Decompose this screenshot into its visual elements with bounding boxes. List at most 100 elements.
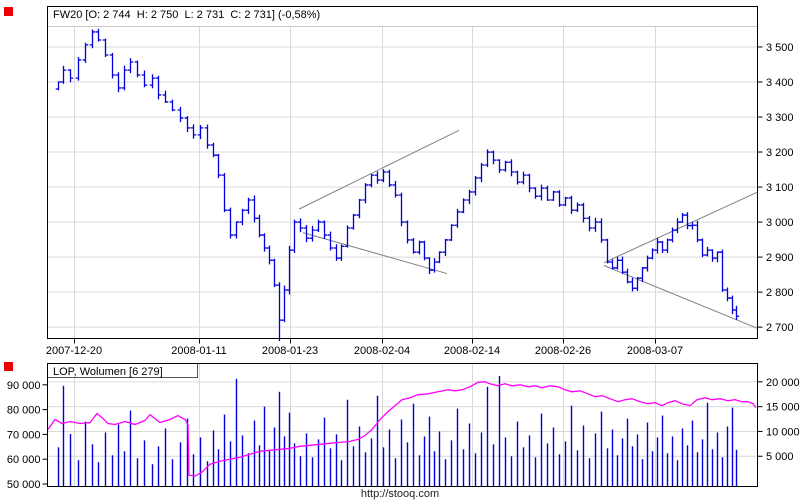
price-bar	[227, 207, 234, 239]
price-bar	[478, 162, 485, 183]
price-bar	[297, 218, 304, 233]
price-bar	[574, 202, 581, 212]
price-bar	[410, 238, 417, 254]
price-bar	[221, 173, 228, 213]
lop-axis-label: 60 000	[7, 454, 41, 466]
volume-plot-area[interactable]	[47, 363, 758, 487]
price-bar	[309, 225, 316, 242]
price-bar	[398, 192, 405, 227]
price-bar	[321, 220, 328, 239]
price-bar	[520, 171, 527, 185]
price-bar	[233, 221, 240, 239]
price-bar	[568, 195, 575, 215]
price-bar	[344, 225, 351, 248]
trendline	[298, 129, 460, 210]
price-bar	[162, 90, 169, 104]
price-bar	[368, 174, 375, 188]
price-bar	[526, 173, 533, 193]
price-bar	[532, 187, 539, 199]
price-bar	[448, 224, 455, 242]
price-axis-label: 2 900	[766, 252, 794, 264]
volume-panel-marker-icon[interactable]	[4, 362, 13, 371]
header-box	[48, 363, 198, 378]
trendline	[603, 191, 758, 264]
price-panel-marker-icon[interactable]	[4, 7, 13, 16]
price-bar	[141, 70, 148, 88]
price-bar	[155, 75, 162, 100]
price-bar	[508, 159, 515, 177]
price-bar	[538, 184, 545, 201]
volume-axis-label: 15 000	[766, 402, 800, 414]
price-bar	[586, 215, 593, 232]
source-url-label: http://stooq.com	[360, 488, 440, 500]
price-bar	[592, 217, 599, 232]
price-bar	[544, 185, 551, 201]
price-bar	[169, 99, 176, 112]
date-label: 2008-02-26	[535, 345, 591, 357]
price-bar	[115, 72, 122, 93]
price-bar	[374, 171, 381, 184]
price-bar	[580, 202, 587, 223]
price-axis-label: 3 100	[766, 182, 794, 194]
price-bar	[215, 153, 222, 179]
lop-axis-label: 90 000	[7, 380, 41, 392]
header-box-bg	[48, 364, 197, 378]
price-bar	[454, 208, 461, 228]
volume-axis-label: 10 000	[766, 426, 800, 438]
price-bar	[460, 198, 467, 214]
price-plot-area[interactable]	[47, 6, 758, 339]
date-label: 2008-03-07	[627, 345, 683, 357]
volume-axis-label: 5 000	[766, 451, 794, 463]
price-bar	[514, 170, 521, 185]
price-bar	[102, 38, 109, 58]
lop-axis-label: 50 000	[7, 479, 41, 491]
price-bar	[436, 251, 443, 264]
price-panel-border	[47, 6, 758, 339]
price-panel-header: FW20 [O: 2 744 H: 2 750 L: 2 731 C: 2 73…	[53, 9, 321, 21]
price-bar	[67, 69, 74, 83]
date-label: 2008-02-04	[354, 345, 410, 357]
price-bar	[121, 65, 128, 91]
price-axis-label: 2 700	[766, 322, 794, 334]
price-bar	[380, 169, 387, 183]
price-axis-label: 3 500	[766, 42, 794, 54]
price-bar	[550, 190, 557, 201]
price-bar	[134, 60, 141, 78]
price-bar	[350, 213, 357, 230]
date-label: 2008-02-14	[444, 345, 500, 357]
price-bar	[404, 220, 411, 244]
price-axis-label: 3 000	[766, 217, 794, 229]
price-bar	[472, 175, 479, 196]
price-bar	[362, 183, 369, 204]
price-bar	[60, 65, 67, 84]
price-bar	[562, 196, 569, 207]
price-bar	[327, 231, 334, 251]
price-bar	[356, 198, 363, 219]
price-bar	[291, 219, 298, 253]
price-bar	[245, 197, 252, 215]
price-bar	[502, 160, 509, 172]
price-axis-label: 3 200	[766, 147, 794, 159]
date-label: 2008-01-23	[262, 345, 318, 357]
date-label: 2008-01-11	[171, 345, 226, 357]
price-bar	[315, 219, 322, 233]
date-label: 2007-12-20	[46, 345, 102, 357]
lop-line	[47, 381, 757, 477]
price-bar	[95, 28, 102, 42]
price-bar	[386, 169, 393, 188]
volume-panel-header: LOP, Wolumen [6 279]	[53, 366, 163, 378]
lop-axis-label: 80 000	[7, 405, 41, 417]
price-bar	[184, 116, 191, 133]
price-axis-label: 2 800	[766, 287, 794, 299]
price-bar	[484, 149, 491, 168]
price-bar	[177, 106, 184, 123]
price-bar	[598, 218, 605, 243]
price-bar	[556, 190, 563, 207]
trendline	[603, 265, 758, 329]
price-bar	[82, 42, 89, 63]
volume-panel-border	[47, 363, 758, 487]
price-bar	[490, 150, 497, 165]
price-bar	[442, 238, 449, 256]
